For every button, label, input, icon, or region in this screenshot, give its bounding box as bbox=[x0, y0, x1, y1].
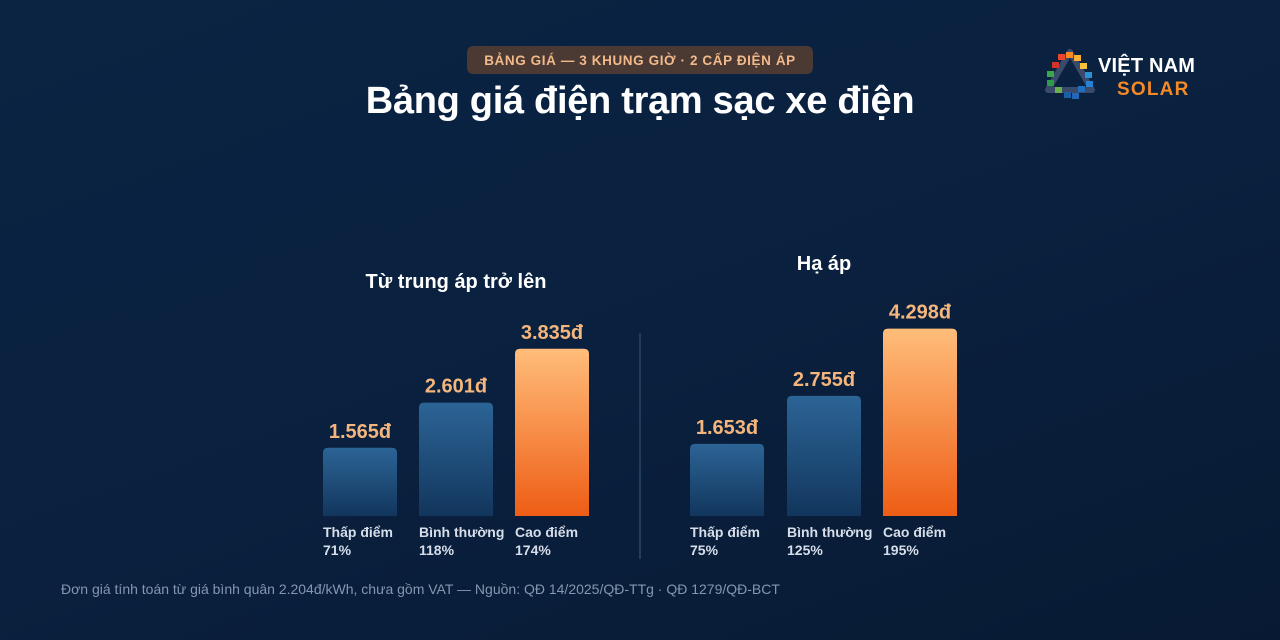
value-label-low-voltage-1: 1.653đ bbox=[696, 417, 759, 439]
percent-label-low-voltage-2: 125% bbox=[787, 542, 823, 558]
category-label-medium-voltage-3: Cao điểm bbox=[515, 524, 578, 540]
value-label-low-voltage-3: 4.298đ bbox=[889, 302, 952, 324]
bar-low-voltage-2 bbox=[787, 395, 861, 516]
percent-label-low-voltage-3: 195% bbox=[883, 542, 919, 558]
category-label-medium-voltage-1: Thấp điểm bbox=[323, 524, 393, 540]
bar-medium-voltage-1 bbox=[323, 447, 397, 516]
category-label-low-voltage-3: Cao điểm bbox=[883, 524, 946, 540]
logo-text-top: VIỆT NAM bbox=[1098, 55, 1196, 77]
value-label-medium-voltage-1: 1.565đ bbox=[329, 421, 392, 443]
footnote: Đơn giá tính toán từ giá bình quân 2.204… bbox=[61, 581, 780, 597]
percent-label-medium-voltage-3: 174% bbox=[515, 542, 551, 558]
value-label-medium-voltage-3: 3.835đ bbox=[521, 322, 584, 344]
group-divider bbox=[639, 333, 641, 559]
category-label-medium-voltage-2: Bình thường bbox=[419, 524, 504, 540]
percent-label-low-voltage-1: 75% bbox=[690, 542, 719, 558]
percent-label-medium-voltage-2: 118% bbox=[419, 542, 455, 558]
percent-label-medium-voltage-1: 71% bbox=[323, 542, 352, 558]
logo-text-bottom: SOLAR bbox=[1117, 79, 1190, 100]
category-label-low-voltage-1: Thấp điểm bbox=[690, 524, 760, 540]
value-label-medium-voltage-2: 2.601đ bbox=[425, 376, 488, 398]
brand-logo: VIỆT NAM SOLAR bbox=[1042, 46, 1222, 108]
chart-title-medium-voltage: Từ trung áp trở lên bbox=[365, 271, 547, 293]
chart-title-low-voltage: Hạ áp bbox=[796, 253, 852, 275]
page-title: Bảng giá điện trạm sạc xe điện bbox=[365, 80, 915, 122]
bar-medium-voltage-2 bbox=[419, 402, 493, 516]
value-label-low-voltage-2: 2.755đ bbox=[793, 369, 856, 391]
bar-low-voltage-1 bbox=[690, 443, 764, 516]
category-label-low-voltage-2: Bình thường bbox=[787, 524, 872, 540]
bar-low-voltage-3 bbox=[883, 328, 957, 516]
header-badge: BẢNG GIÁ — 3 KHUNG GIỜ · 2 CẤP ĐIỆN ÁP bbox=[467, 46, 813, 74]
bar-medium-voltage-3 bbox=[515, 348, 589, 516]
solar-logo-icon bbox=[1045, 49, 1095, 99]
